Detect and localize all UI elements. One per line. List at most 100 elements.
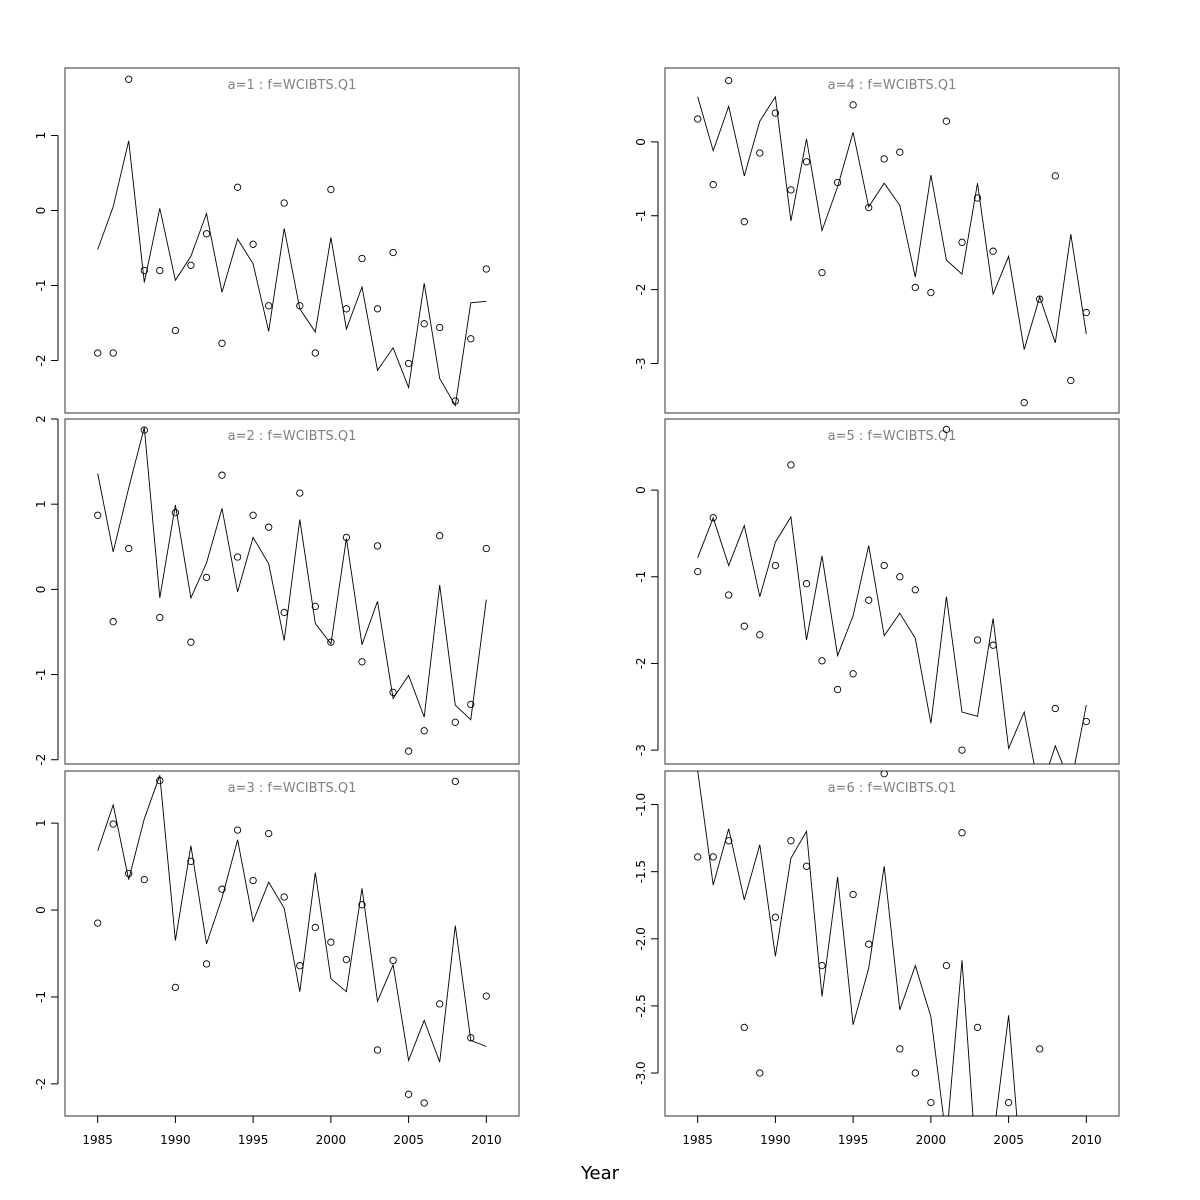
observed-point xyxy=(1082,308,1090,317)
observed-point xyxy=(849,890,857,899)
y-axis: -1.0 -1.5 -2.0 -2.5 -3.0 xyxy=(634,793,659,1085)
observed-point xyxy=(109,820,117,828)
observed-point xyxy=(756,631,764,639)
observed-point xyxy=(94,919,102,927)
observed-point xyxy=(389,248,397,257)
observed-point xyxy=(771,109,780,117)
x-tick-label: 2005 xyxy=(393,1133,424,1147)
x-tick-label: 1995 xyxy=(238,1133,269,1147)
observed-point xyxy=(725,837,733,845)
observed-point xyxy=(125,75,133,83)
plot-area xyxy=(694,771,1044,1116)
y-tick-label: -2 xyxy=(34,754,48,766)
y-tick-label: -3 xyxy=(634,358,648,370)
x-tick-label: 1990 xyxy=(160,1133,191,1147)
x-tick-label: 2010 xyxy=(1071,1133,1102,1147)
panel-5: a=5 : f=WCIBTS.Q1 0 -1 -2 -3 xyxy=(634,418,1120,765)
plot-area xyxy=(94,426,490,755)
y-tick-label: -3.0 xyxy=(634,1061,648,1084)
x-tick-label: 2000 xyxy=(316,1133,347,1147)
observed-point xyxy=(896,1045,904,1053)
y-tick-label: 0 xyxy=(634,486,648,494)
observed-point xyxy=(202,573,211,582)
observed-point xyxy=(436,323,444,332)
observed-point xyxy=(740,218,748,226)
observed-point xyxy=(849,670,857,678)
observed-point xyxy=(482,992,490,1000)
observed-point xyxy=(358,658,366,666)
x-tick-label: 2005 xyxy=(993,1133,1024,1147)
observed-point xyxy=(280,893,288,901)
observed-point xyxy=(725,591,733,599)
observed-point xyxy=(756,1069,764,1077)
observed-point xyxy=(482,544,490,553)
observed-point xyxy=(973,1023,982,1032)
observed-point xyxy=(1051,172,1059,180)
observed-point xyxy=(818,657,826,665)
observed-point xyxy=(942,425,951,434)
observed-point xyxy=(265,523,273,531)
x-axis: 1985 1990 1995 2000 2005 2010 xyxy=(682,1115,1102,1147)
observed-point xyxy=(140,426,148,434)
panel-2: a=2 : f=WCIBTS.Q1 2 1 0 -1 -2 xyxy=(34,415,520,766)
observed-point xyxy=(958,746,966,754)
observed-point xyxy=(389,688,397,697)
observed-point xyxy=(451,718,459,726)
y-axis: 0 -1 -2 -3 xyxy=(634,486,659,756)
observed-point xyxy=(420,320,428,328)
y-tick-label: 0 xyxy=(34,906,48,914)
observed-point xyxy=(1036,295,1044,303)
observed-point xyxy=(880,771,888,778)
observed-point xyxy=(373,542,382,550)
observed-point xyxy=(187,857,195,866)
observed-point xyxy=(109,349,117,357)
y-tick-label: -2 xyxy=(634,657,648,669)
observed-point xyxy=(451,397,459,405)
observed-point xyxy=(927,288,935,297)
observed-point xyxy=(373,305,382,313)
y-tick-label: -2 xyxy=(634,284,648,296)
observed-point xyxy=(404,1090,413,1098)
observed-point xyxy=(342,305,351,313)
panel-title: a=4 : f=WCIBTS.Q1 xyxy=(828,78,957,93)
observed-point xyxy=(202,230,211,238)
plot-area xyxy=(94,775,490,1107)
observed-point xyxy=(756,149,764,157)
fitted-series-line xyxy=(697,515,1087,764)
observed-point xyxy=(342,533,351,542)
x-tick-label: 1985 xyxy=(82,1133,113,1147)
y-tick-label: -1 xyxy=(34,280,48,292)
observed-point xyxy=(771,913,780,921)
observed-point xyxy=(1067,376,1075,385)
observed-point xyxy=(709,853,717,861)
y-axis: 1 0 -1 -2 xyxy=(34,819,59,1090)
observed-point xyxy=(358,254,366,263)
observed-point xyxy=(171,983,180,992)
observed-point xyxy=(420,727,428,735)
observed-point xyxy=(389,956,397,965)
panel-3: a=3 : f=WCIBTS.Q1 1 0 -1 -2 1985 1990 1995 2000 2… xyxy=(34,770,520,1147)
x-tick-label: 1995 xyxy=(838,1133,869,1147)
observed-point xyxy=(467,1034,475,1042)
y-tick-label: 2 xyxy=(34,415,48,423)
observed-point xyxy=(156,613,164,622)
fitted-series-line xyxy=(97,140,487,407)
y-axis: 0 -1 -2 -3 xyxy=(634,138,659,370)
observed-point xyxy=(404,747,413,755)
observed-point xyxy=(1036,1045,1044,1053)
observed-point xyxy=(896,573,904,581)
y-tick-label: -2.5 xyxy=(634,994,648,1017)
observed-point xyxy=(94,349,102,357)
observed-point xyxy=(280,608,288,617)
observed-point xyxy=(140,266,148,275)
y-tick-label: -2 xyxy=(34,1078,48,1090)
observed-point xyxy=(849,101,857,109)
observed-point xyxy=(451,777,459,786)
observed-point xyxy=(233,553,242,561)
plot-area xyxy=(694,425,1090,764)
observed-point xyxy=(218,471,226,479)
y-tick-label: -3 xyxy=(634,744,648,756)
observed-point xyxy=(296,489,304,497)
observed-point xyxy=(865,596,873,604)
